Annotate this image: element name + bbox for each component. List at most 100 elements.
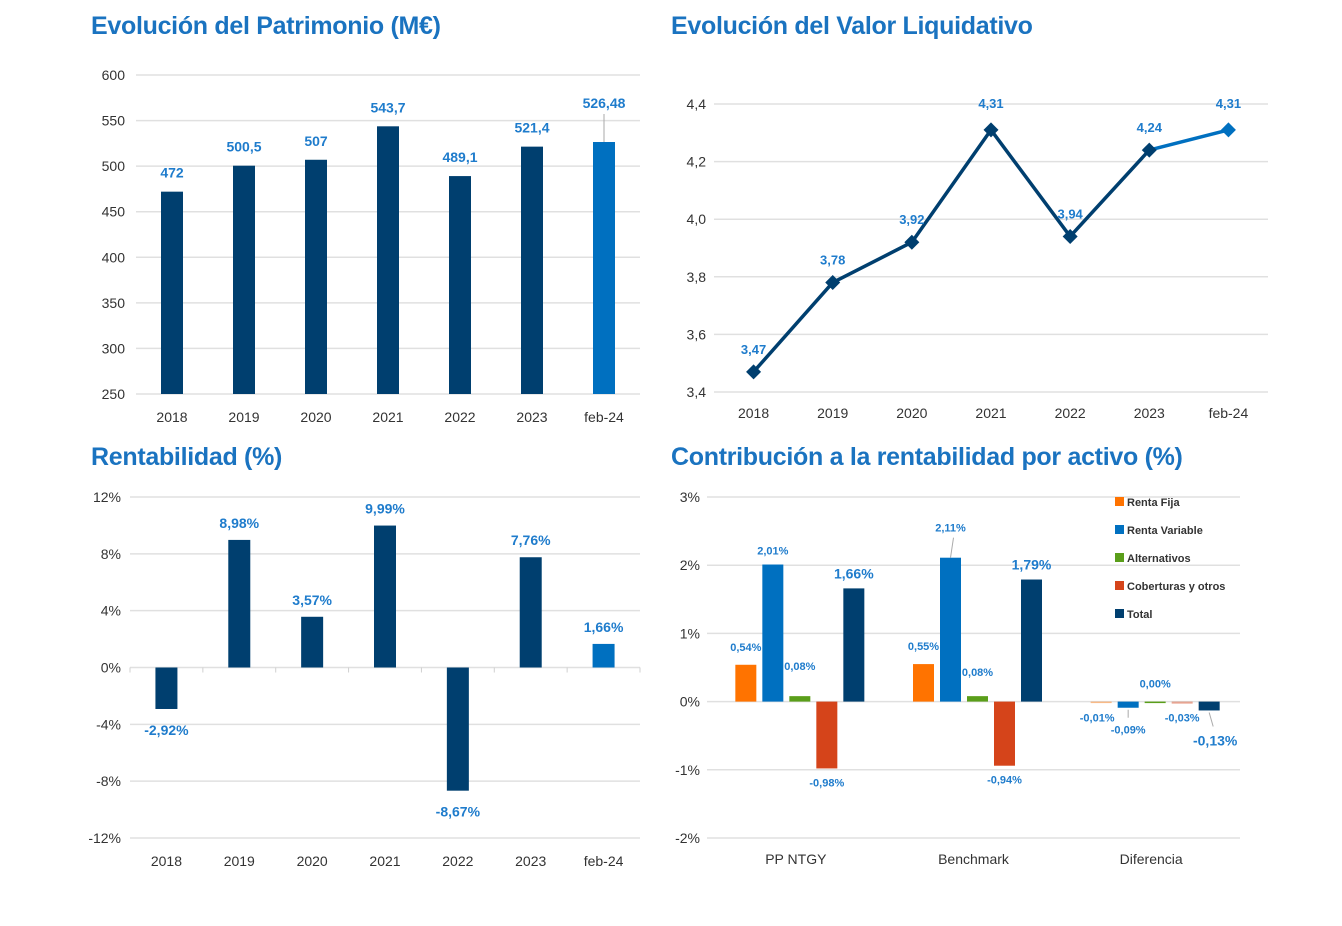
data-point: [746, 364, 762, 380]
data-point: [904, 234, 920, 250]
data-label: 0,55%: [908, 641, 939, 653]
y-tick-label: 4,4: [687, 96, 707, 112]
data-label: 1,66%: [584, 619, 624, 635]
x-tick-label: 2019: [817, 405, 848, 421]
y-tick-label: 4,0: [687, 211, 707, 227]
y-tick-label: 400: [102, 249, 126, 265]
data-label: 3,94: [1057, 206, 1083, 221]
data-label: 1,66%: [834, 565, 874, 581]
bar: [1171, 701, 1193, 704]
x-tick-label: 2022: [442, 853, 473, 869]
data-point: [1220, 122, 1236, 138]
bar: [1198, 701, 1220, 711]
y-tick-label: 3,4: [687, 384, 707, 400]
y-tick-label: 550: [102, 113, 126, 129]
y-tick-label: 0%: [680, 694, 700, 710]
y-tick-label: 2%: [680, 557, 700, 573]
y-tick-label: -12%: [88, 830, 121, 846]
y-tick-label: 8%: [101, 546, 121, 562]
data-label: -0,09%: [1111, 725, 1146, 737]
bar: [301, 616, 324, 668]
data-label: 2,01%: [757, 546, 788, 558]
rentabilidad-chart: -12% -8% -4% 0% 4% 8% 12% 2018 2019 2020 2021 2022 2…: [88, 489, 641, 869]
bar: [374, 525, 396, 668]
bar: [940, 557, 961, 702]
legend: Renta Fija Renta Variable Alternativos Cobe…: [1115, 497, 1225, 621]
legend-item: Alternativos: [1115, 553, 1191, 565]
data-point: [983, 122, 999, 138]
data-label: 472: [160, 165, 184, 181]
y-tick-label: 4,2: [687, 154, 707, 170]
data-label: 9,99%: [365, 501, 405, 517]
valor-liquidativo-chart: 3,4 3,6 3,8 4,0 4,2 4,4 2018 2019 2020 2021 2022 20…: [687, 96, 1268, 421]
y-tick-label: 12%: [93, 489, 121, 505]
bar: [1090, 701, 1112, 704]
y-tick-label: 500: [102, 158, 126, 174]
x-tick-label: 2019: [224, 853, 255, 869]
data-label: 1,79%: [1012, 557, 1052, 573]
data-label: 500,5: [226, 139, 261, 155]
bar: [1144, 701, 1166, 704]
legend-label: Coberturas y otros: [1127, 581, 1225, 593]
legend-swatch: [1115, 497, 1124, 506]
data-label: -0,13%: [1193, 733, 1238, 749]
data-label: -0,01%: [1080, 713, 1115, 725]
data-label: 526,48: [583, 95, 626, 111]
legend-swatch: [1115, 553, 1124, 562]
contribucion-chart: -2% -1% 0% 1% 2% 3% PP NTGY Benchmark Diferencia…: [675, 489, 1240, 867]
legend-label: Alternativos: [1127, 553, 1191, 565]
data-label: 0,54%: [730, 642, 761, 654]
valor-liquidativo-title: Evolución del Valor Liquidativo: [671, 12, 1033, 40]
data-label: 8,98%: [219, 515, 259, 531]
data-point: [825, 275, 841, 291]
bar: [735, 664, 757, 702]
y-tick-label: -1%: [675, 762, 700, 778]
y-tick-label: 1%: [680, 625, 700, 641]
x-tick-label: 2023: [1134, 405, 1165, 421]
x-tick-label: 2022: [444, 409, 475, 425]
x-tick-label: feb-24: [584, 409, 624, 425]
x-tick-label: 2021: [975, 405, 1006, 421]
y-tick-label: -2%: [675, 830, 700, 846]
y-tick-label: -8%: [96, 773, 121, 789]
bar: [449, 176, 471, 394]
legend-swatch: [1115, 581, 1124, 590]
legend-swatch: [1115, 525, 1124, 534]
bar: [816, 701, 838, 769]
series-line: [752, 128, 1151, 374]
x-tick-label: 2020: [896, 405, 927, 421]
bar: [161, 191, 183, 394]
data-label: 507: [304, 133, 328, 149]
x-tick-label: PP NTGY: [765, 851, 827, 867]
bar: [521, 146, 543, 394]
data-point: [1141, 142, 1157, 158]
x-tick-label: Benchmark: [938, 851, 1010, 867]
legend-label: Total: [1127, 609, 1152, 621]
leader-line: [1208, 712, 1214, 727]
x-tick-label: 2018: [151, 853, 182, 869]
rentabilidad-title: Rentabilidad (%): [91, 443, 283, 471]
data-label: -0,94%: [987, 775, 1022, 787]
bar: [305, 159, 327, 394]
data-label: 3,92: [899, 212, 924, 227]
y-tick-label: 300: [102, 340, 126, 356]
x-tick-label: 2023: [516, 409, 547, 425]
x-tick-label: 2021: [369, 853, 400, 869]
contribucion-title: Contribución a la rentabilidad por activ…: [671, 443, 1183, 471]
bar: [789, 696, 811, 702]
data-label: 4,31: [978, 96, 1003, 111]
data-point: [1062, 228, 1078, 244]
x-tick-label: 2019: [228, 409, 259, 425]
data-label: 0,00%: [1140, 679, 1171, 691]
data-label: 3,57%: [292, 592, 332, 608]
bar: [228, 539, 251, 668]
data-label: 3,47: [741, 342, 766, 357]
bar: [994, 701, 1015, 766]
y-tick-label: 3%: [680, 489, 700, 505]
series-line-latest: [1148, 128, 1229, 152]
legend-swatch: [1115, 609, 1124, 618]
bar: [519, 557, 542, 668]
bar: [593, 142, 615, 394]
legend-item: Renta Fija: [1115, 497, 1180, 509]
